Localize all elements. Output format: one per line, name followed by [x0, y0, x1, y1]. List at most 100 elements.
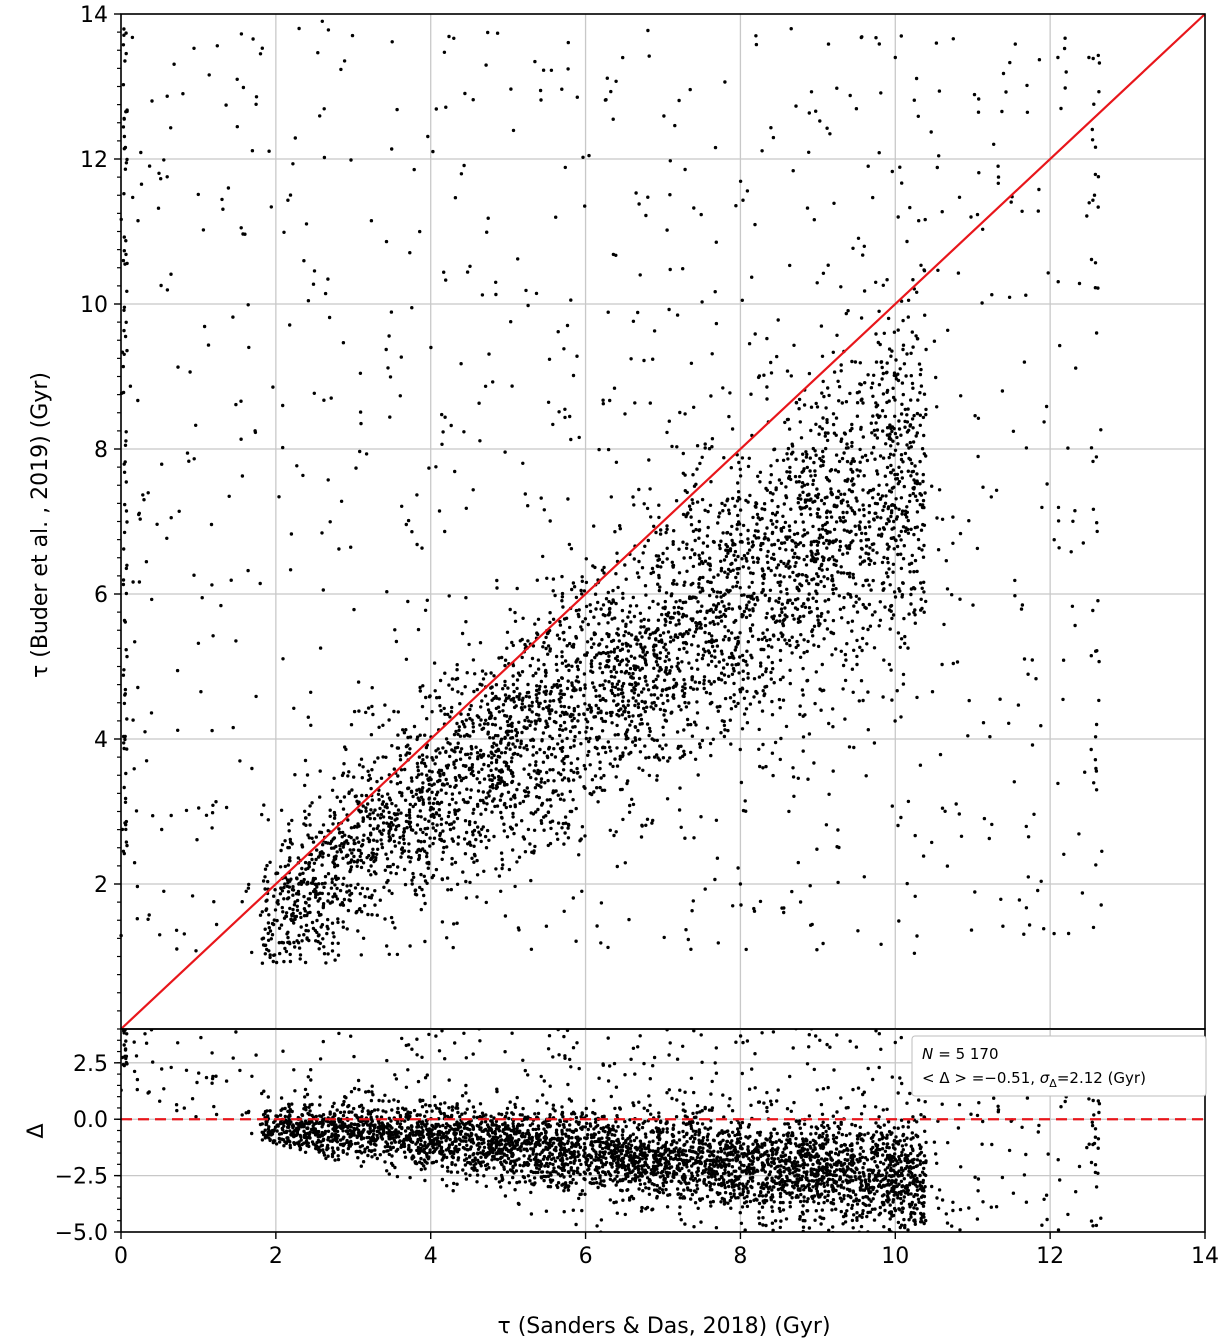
data-point — [835, 333, 839, 337]
data-point — [626, 649, 631, 653]
data-point — [612, 667, 616, 671]
data-point — [764, 669, 768, 674]
data-point — [595, 653, 599, 657]
data-point — [719, 539, 723, 543]
data-point — [620, 647, 625, 651]
data-point — [546, 810, 551, 815]
data-point — [905, 352, 909, 356]
data-point — [740, 298, 744, 302]
data-point — [511, 794, 516, 799]
data-point — [396, 710, 400, 714]
data-point — [285, 878, 290, 882]
data-point — [891, 386, 895, 390]
data-point — [239, 437, 243, 441]
data-point — [720, 652, 724, 656]
data-point — [122, 27, 126, 31]
data-point — [722, 723, 727, 728]
data-point — [760, 507, 764, 511]
data-point — [531, 674, 535, 678]
data-point — [559, 695, 563, 700]
data-point — [901, 347, 905, 352]
data-point — [674, 600, 678, 604]
data-point — [122, 785, 126, 790]
data-point — [900, 181, 904, 185]
data-point — [282, 959, 286, 964]
data-point — [834, 538, 838, 542]
data-point — [600, 568, 605, 572]
data-point — [607, 658, 611, 663]
data-point — [466, 733, 470, 738]
data-point — [751, 607, 755, 611]
data-point — [760, 709, 765, 713]
data-point — [755, 595, 759, 600]
data-point — [139, 182, 144, 186]
data-point — [755, 522, 759, 526]
data-point — [758, 470, 763, 474]
data-point — [813, 469, 817, 473]
data-point — [481, 677, 486, 681]
data-point — [778, 583, 782, 588]
data-point — [692, 720, 697, 724]
data-point — [750, 540, 755, 544]
data-point — [916, 398, 920, 402]
data-point — [546, 631, 550, 635]
data-point — [485, 828, 490, 833]
data-point — [771, 135, 776, 140]
data-point — [588, 736, 592, 741]
data-point — [894, 374, 898, 378]
data-point — [177, 509, 181, 513]
data-point — [769, 677, 773, 681]
data-point — [922, 590, 926, 594]
data-point — [527, 719, 531, 723]
data-point — [594, 703, 598, 708]
data-point — [391, 833, 395, 838]
data-point — [561, 821, 565, 826]
data-point — [137, 580, 142, 584]
data-point — [434, 749, 438, 753]
data-point — [792, 617, 796, 621]
data-point — [745, 663, 749, 667]
data-point — [124, 840, 129, 844]
data-point — [536, 632, 540, 637]
data-point — [860, 35, 864, 39]
data-point — [479, 705, 483, 709]
data-point — [799, 583, 804, 588]
data-point — [850, 470, 855, 474]
data-point — [594, 735, 599, 740]
data-point — [759, 664, 763, 668]
data-point — [690, 618, 695, 623]
data-point — [631, 595, 635, 600]
data-point — [530, 700, 534, 705]
data-point — [647, 773, 652, 778]
data-point — [841, 515, 846, 520]
data-point — [700, 738, 705, 743]
data-point — [559, 689, 563, 693]
data-point — [215, 44, 219, 48]
data-point — [655, 738, 659, 743]
data-point — [657, 503, 661, 507]
data-point — [902, 484, 906, 489]
data-point — [888, 452, 893, 456]
data-point — [832, 370, 837, 374]
data-point — [640, 647, 645, 651]
data-point — [254, 95, 259, 99]
data-point — [738, 606, 742, 610]
data-point — [1046, 271, 1050, 275]
data-point — [512, 689, 516, 694]
data-point — [448, 742, 452, 746]
data-point — [913, 621, 917, 625]
data-point — [321, 937, 325, 941]
data-point — [766, 655, 771, 659]
data-point — [665, 430, 669, 435]
data-point — [861, 253, 865, 257]
data-point — [641, 551, 645, 555]
data-point — [689, 361, 694, 365]
data-point — [636, 702, 641, 706]
data-point — [369, 833, 373, 837]
data-point — [402, 829, 406, 834]
data-point — [746, 676, 750, 680]
data-point — [760, 567, 764, 571]
data-point — [736, 639, 740, 643]
data-point — [498, 726, 503, 730]
data-point — [1080, 891, 1085, 895]
